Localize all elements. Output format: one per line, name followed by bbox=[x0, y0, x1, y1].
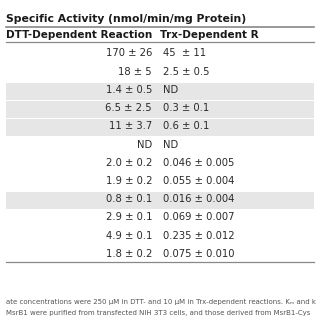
Text: 170 ± 26: 170 ± 26 bbox=[106, 48, 152, 58]
Text: 0.055 ± 0.004: 0.055 ± 0.004 bbox=[163, 176, 235, 186]
Text: 0.8 ± 0.1: 0.8 ± 0.1 bbox=[106, 194, 152, 204]
Text: 0.235 ± 0.012: 0.235 ± 0.012 bbox=[163, 231, 235, 241]
Text: ND: ND bbox=[137, 140, 152, 149]
Text: 45  ± 11: 45 ± 11 bbox=[163, 48, 206, 58]
Text: 2.5 ± 0.5: 2.5 ± 0.5 bbox=[163, 67, 210, 76]
Text: 0.3 ± 0.1: 0.3 ± 0.1 bbox=[163, 103, 210, 113]
Text: 2.0 ± 0.2: 2.0 ± 0.2 bbox=[106, 158, 152, 168]
Text: DTT-Dependent Reaction: DTT-Dependent Reaction bbox=[6, 30, 153, 40]
Text: 11 ± 3.7: 11 ± 3.7 bbox=[109, 121, 152, 131]
Text: 0.046 ± 0.005: 0.046 ± 0.005 bbox=[163, 158, 235, 168]
Text: 0.075 ± 0.010: 0.075 ± 0.010 bbox=[163, 249, 235, 259]
Text: ND: ND bbox=[163, 140, 179, 149]
Text: 1.9 ± 0.2: 1.9 ± 0.2 bbox=[106, 176, 152, 186]
Text: 0.069 ± 0.007: 0.069 ± 0.007 bbox=[163, 212, 235, 222]
Text: Trx-Dependent R: Trx-Dependent R bbox=[160, 30, 259, 40]
Text: 1.4 ± 0.5: 1.4 ± 0.5 bbox=[106, 85, 152, 95]
Text: ND: ND bbox=[163, 85, 179, 95]
Text: ate concentrations were 250 μM in DTT- and 10 μM in Trx-dependent reactions. Kₘ : ate concentrations were 250 μM in DTT- a… bbox=[6, 299, 316, 305]
Text: MsrB1 were purified from transfected NIH 3T3 cells, and those derived from MsrB1: MsrB1 were purified from transfected NIH… bbox=[6, 310, 311, 316]
Text: 2.9 ± 0.1: 2.9 ± 0.1 bbox=[106, 212, 152, 222]
Text: Specific Activity (nmol/min/mg Protein): Specific Activity (nmol/min/mg Protein) bbox=[6, 14, 246, 24]
Text: 0.016 ± 0.004: 0.016 ± 0.004 bbox=[163, 194, 235, 204]
Text: 4.9 ± 0.1: 4.9 ± 0.1 bbox=[106, 231, 152, 241]
Text: 0.6 ± 0.1: 0.6 ± 0.1 bbox=[163, 121, 210, 131]
Text: 18 ± 5: 18 ± 5 bbox=[118, 67, 152, 76]
Text: 6.5 ± 2.5: 6.5 ± 2.5 bbox=[105, 103, 152, 113]
Text: 1.8 ± 0.2: 1.8 ± 0.2 bbox=[106, 249, 152, 259]
